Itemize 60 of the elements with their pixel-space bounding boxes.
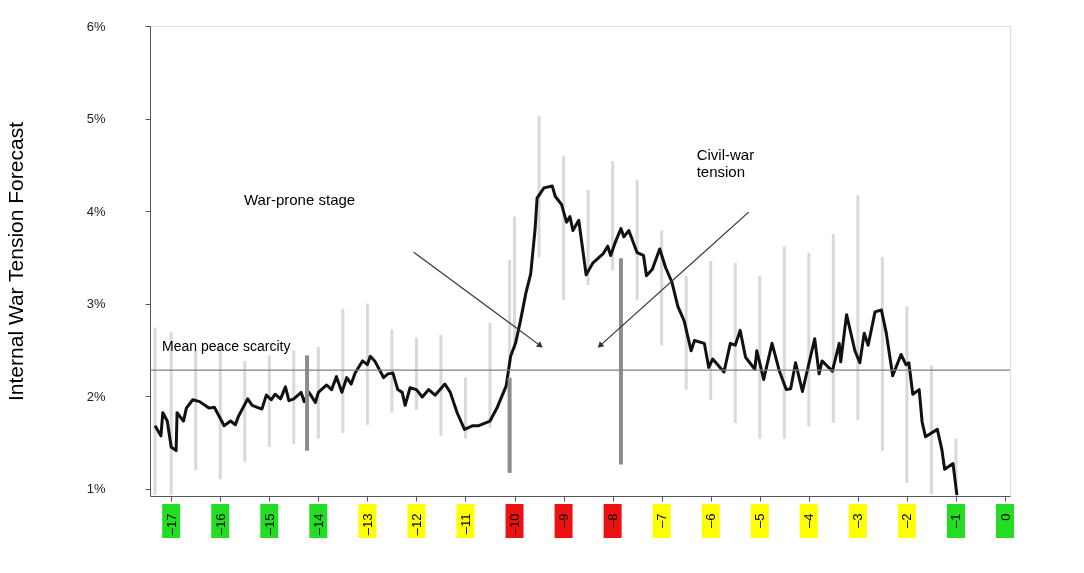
bar [507,377,512,473]
x-tick-label: –4 [801,513,817,528]
annotation: War-prone stage [243,191,356,209]
y-tick-label: 2% [86,388,106,404]
x-tick-label: –16 [212,513,228,536]
bar [905,306,909,484]
bar [292,350,296,445]
bar [831,234,835,423]
bar [488,322,492,428]
bar [316,347,320,439]
x-tick-label: –17 [163,513,179,536]
bar [341,309,345,434]
bar [782,246,786,439]
x-tick-label: –9 [556,513,572,528]
x-tick-label: –6 [703,513,719,528]
bar [856,195,860,421]
x-tick-label: 0 [997,513,1013,521]
bar [635,179,639,300]
bar [194,349,198,471]
bar [562,155,566,300]
bar [758,275,762,439]
x-tick-label: –5 [752,513,768,528]
bar [414,337,418,410]
x-tick-label: –14 [310,513,326,536]
bar [153,327,157,496]
y-tick-label: 3% [86,296,106,312]
bar [365,303,369,425]
bar [513,216,517,350]
bar [807,252,811,427]
line-series [153,184,959,496]
y-tick-label: 6% [86,18,106,34]
bar [267,355,271,447]
y-tick-label: 4% [86,203,106,219]
x-tick-label: –2 [899,513,915,528]
bar [660,230,664,346]
bar [390,329,394,413]
bar [880,257,884,451]
x-tick-label: –8 [605,513,621,528]
x-tick-label: –1 [948,513,964,528]
ref-line-label: Mean peace scarcity [162,338,291,355]
bar [537,115,541,258]
annotation: Civil-war tension [696,146,755,181]
x-tick-label: –13 [359,513,375,536]
x-tick-label: –11 [457,513,473,535]
y-tick-label: 1% [86,481,106,497]
bar [709,261,713,400]
y-axis-title: Internal War Tension Forecast [3,121,27,401]
bar [733,262,737,423]
bar [243,360,247,462]
y-tick-label: 5% [86,111,106,127]
bar [929,365,933,495]
x-tick-label: –3 [850,513,866,528]
bar [439,335,443,436]
bar [586,189,590,286]
bar [463,377,467,439]
x-tick-label: –10 [507,513,523,536]
x-tick-label: –12 [408,513,424,536]
x-tick-label: –15 [261,513,277,536]
bar [611,161,615,271]
x-tick-label: –7 [654,513,670,528]
